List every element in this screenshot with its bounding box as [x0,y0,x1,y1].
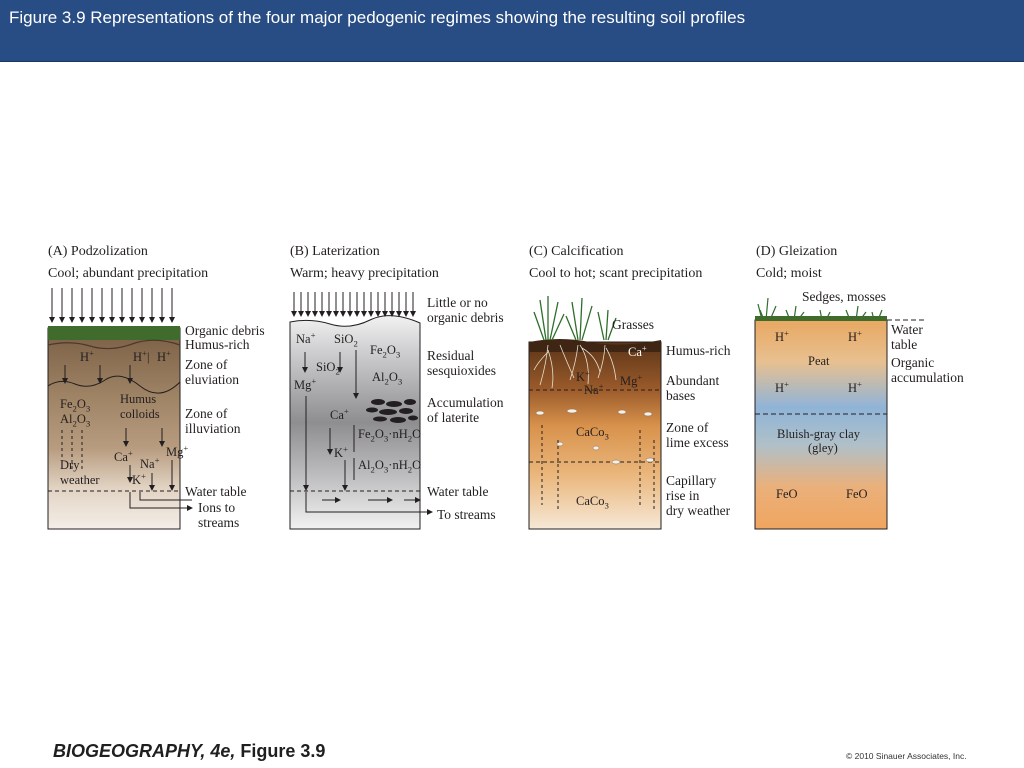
panel-a-mg-ion: Mg+ [166,442,189,459]
panel-c-dry-weather-label: dry weather [666,503,731,518]
panel-a-illuviation-label: illuviation [185,421,241,436]
panel-a-water-table-label: Water table [185,484,247,499]
panel-c-mg-ion: Mg+ [620,371,643,388]
panel-b-k-ion: K+ [334,443,348,460]
panel-c-climate: Cool to hot; scant precipitation [529,266,703,281]
panel-d-h-ion-2: H+ [848,327,862,344]
panel-b-water-table-label: Water table [427,484,489,499]
panel-a-zone-label: Zone of [185,357,228,372]
panel-c-ca-ion: Ca+ [628,342,647,359]
panel-a-weather-text: weather [60,473,100,487]
panel-a-humus-text: Humus [120,392,157,406]
panel-a-humus-rich-label: Humus-rich [185,337,250,352]
panel-d-feo-1: FeO [776,487,798,501]
header-bar [0,0,1024,61]
panel-c-rise-in-label: rise in [666,488,700,503]
footer-copyright: © 2010 Sinauer Associates, Inc. [846,751,967,761]
panel-c-grasses-label: Grasses [612,317,654,332]
panel-a-h-ion-1: H+ [80,347,94,364]
panel-d-clay-text: Bluish-gray clay [777,427,860,441]
header-divider [0,61,1024,62]
panel-c-abundant-label: Abundant [666,373,720,388]
panel-d-climate: Cold; moist [756,266,822,281]
panel-d-feo-2: FeO [846,487,868,501]
panel-b-heading: (B) Laterization [290,244,380,259]
footer-book-credit: BIOGEOGRAPHY, 4e, Figure 3.9 [53,741,325,762]
panel-b-sio2-top: SiO2 [334,332,358,349]
panel-a-zone-2-label: Zone of [185,406,228,421]
panel-b-little-label: Little or no [427,295,488,310]
panel-a-h-ion-2: H+| [133,347,150,364]
panel-b-na-ion: Na+ [296,329,316,346]
panel-b-al2o3-nh2o: Al2O3·nH2O [358,458,422,475]
panel-b-to-streams-label: To streams [437,507,496,522]
panel-d-peat-text: Peat [808,354,830,368]
panel-a-profile [47,288,193,530]
panel-c-humus-rich-label: Humus-rich [666,343,731,358]
panel-a-h-ion-3: H+ [157,347,171,364]
panel-d-organic-label: Organic [891,355,935,370]
panel-a-climate: Cool; abundant precipitation [48,266,209,281]
panel-b-fe2o3-nh2o: Fe2O3·nH2O [358,427,422,444]
panel-a-k-ion: K+ [132,470,146,487]
panel-c-profile [528,296,662,530]
panel-b-al2o3: Al2O3 [372,370,403,387]
panel-b-laterite-label: of laterite [427,410,480,425]
panel-a-organic-debris-label: Organic debris [185,323,265,338]
panel-c-zone-label: Zone of [666,420,709,435]
footer-book-title: BIOGEOGRAPHY, 4e, [53,741,236,761]
footer-figure-number: Figure 3.9 [235,741,326,761]
panel-b-organic-debris-label: organic debris [427,310,504,325]
panel-a-al2o3: Al2O3 [60,412,91,429]
panel-b-climate: Warm; heavy precipitation [290,266,439,281]
panel-a-na-ion: Na+ [140,454,160,471]
panel-c-k-ion: K+ [576,367,590,384]
panel-a-ca-ion: Ca+ [114,447,133,464]
panel-b-ca-ion: Ca+ [330,405,349,422]
panel-d-heading: (D) Gleization [756,244,838,259]
panel-d-table-label: table [891,337,918,352]
panel-c-na-ion: Na+ [584,380,604,397]
panel-a-eluviation-label: eluviation [185,372,239,387]
panel-d-water-label: Water [891,322,923,337]
panel-d-h-ion-1: H+ [775,327,789,344]
panel-c-caco3-upper: CaCo3 [576,425,609,442]
panel-c-lime-excess-label: lime excess [666,435,729,450]
panel-a-colloids-text: colloids [120,407,160,421]
panel-a-fe2o3: Fe2O3 [60,397,91,414]
slide-title: Figure 3.9 Representations of the four m… [9,8,746,27]
panel-b-fe2o3: Fe2O3 [370,343,401,360]
panel-d-gley-text: (gley) [808,441,838,455]
panel-c-caco3-lower: CaCo3 [576,494,609,511]
panel-c-heading: (C) Calcification [529,244,624,259]
panel-a-heading: (A) Podzolization [48,244,148,259]
panel-d-sedges-label: Sedges, mosses [802,289,886,304]
panel-b-sio2-mid: SiO2 [316,360,340,377]
panel-b-residual-label: Residual [427,348,475,363]
panel-b-profile [289,292,433,530]
panel-b-accumulation-label: Accumulation [427,395,504,410]
panel-a-dry-text: Dry [60,458,80,472]
panel-c-bases-label: bases [666,388,696,403]
panel-b-sesquioxides-label: sesquioxides [427,363,496,378]
panel-a-ions-to-label: Ions to [198,500,236,515]
panel-d-accumulation-label: accumulation [891,370,964,385]
panel-d-h-ion-4: H+ [848,378,862,395]
panel-d-profile [754,297,925,530]
panel-c-capillary-label: Capillary [666,473,717,488]
panel-d-h-ion-3: H+ [775,378,789,395]
panel-a-streams-label: streams [198,515,240,530]
panel-b-mg-ion: Mg+ [294,375,317,392]
